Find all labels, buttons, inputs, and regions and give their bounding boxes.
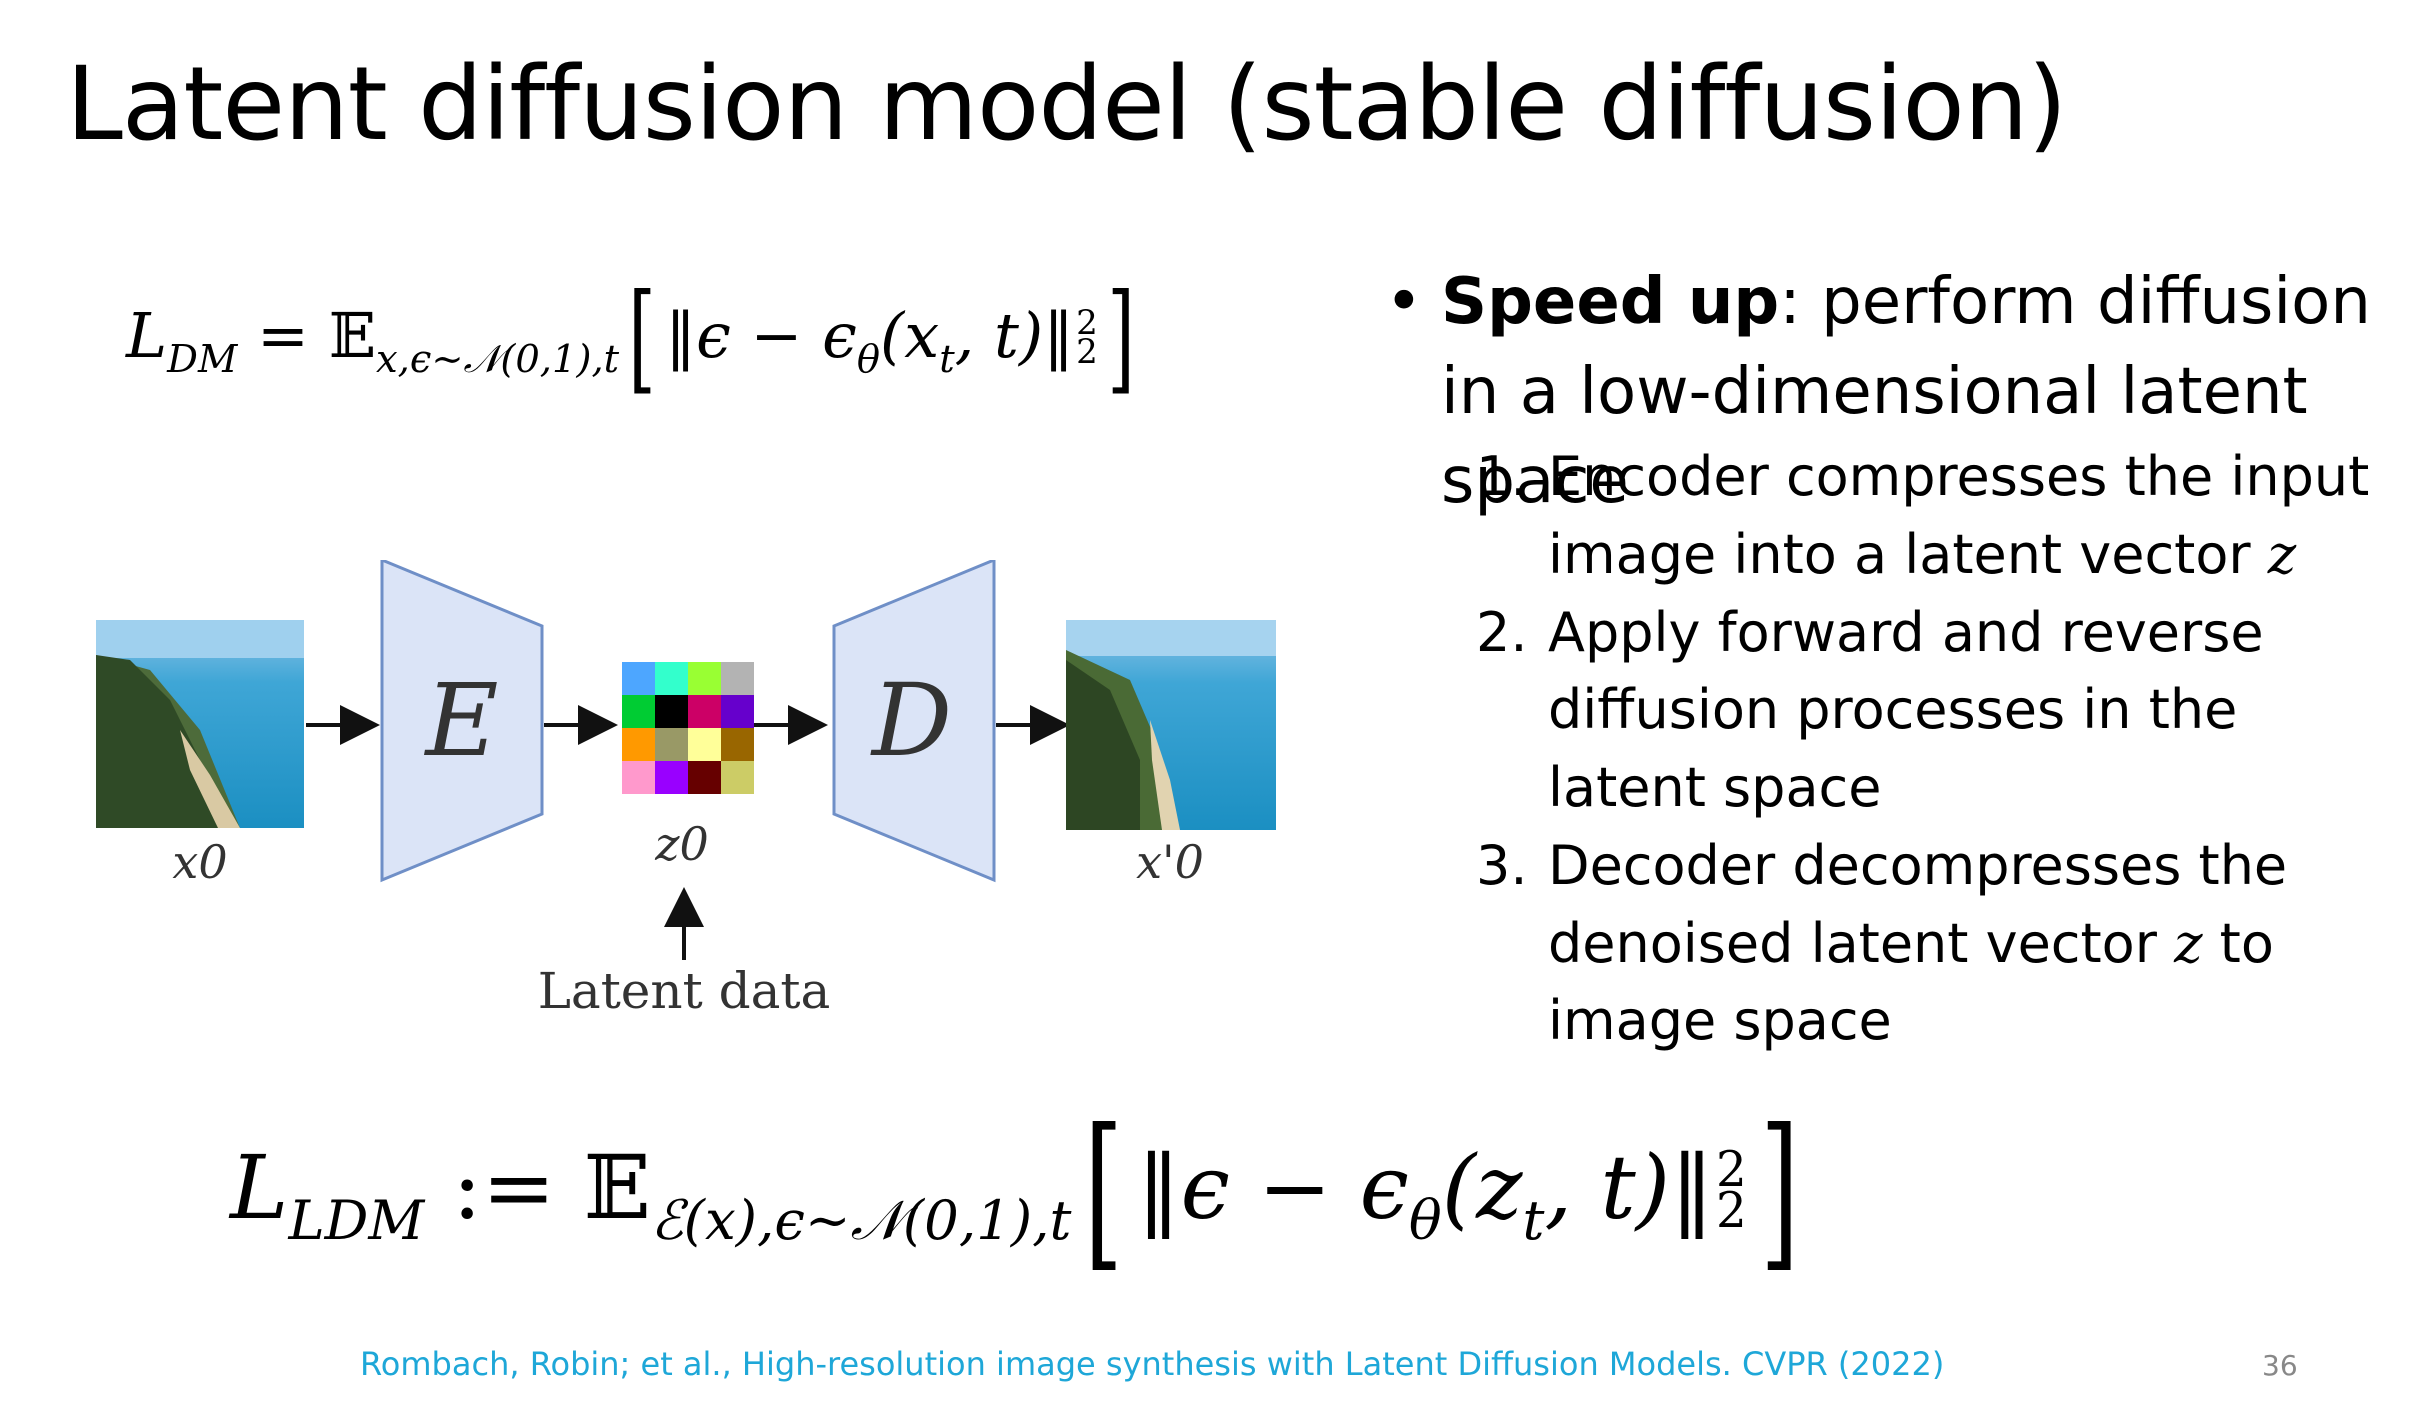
eq1-args: (x <box>880 299 940 372</box>
step-text-part: Encoder compresses the input image into … <box>1548 445 2370 586</box>
eq2-args-sub: t <box>1522 1187 1545 1252</box>
latent-label: z0 <box>654 817 709 871</box>
latent-cell <box>655 761 688 794</box>
latent-cell <box>721 695 754 728</box>
lldm-loss-equation: LLDM := 𝔼ℰ(x),ϵ∼𝒩(0,1),t[‖ϵ − ϵθ(zt, t)‖… <box>230 1095 1812 1275</box>
step-text-part: Apply forward and reverse diffusion proc… <box>1548 600 2264 820</box>
decoder-block <box>832 560 996 883</box>
eq2-equals: := <box>424 1136 584 1239</box>
eq1-close-bracket: ] <box>1107 269 1135 407</box>
step-number: 2. <box>1476 600 1528 664</box>
latent-diffusion-diagram: E D x0 z0 x'0 Latent data <box>96 560 1276 1020</box>
page-number: 36 <box>2262 1349 2298 1382</box>
encoder-block <box>380 560 544 883</box>
step-var: z <box>2267 522 2297 586</box>
step-number: 1. <box>1476 445 1528 508</box>
eq1-body: ‖ϵ − ϵ <box>665 299 857 372</box>
latent-cell <box>688 728 721 761</box>
step-text-part: Decoder decompresses the denoised latent… <box>1548 833 2288 975</box>
slide-title: Latent diffusion model (stable diffusion… <box>66 45 2067 164</box>
eq2-open-bracket: [ <box>1084 1094 1124 1289</box>
ldm-loss-equation: LDM = 𝔼x,ϵ∼𝒩(0,1),t[‖ϵ − ϵθ(xt, t)‖ 2 2] <box>126 270 1144 397</box>
latent-cell <box>622 761 655 794</box>
latent-cell <box>655 662 688 695</box>
step-item: 3. Decoder decompresses the denoised lat… <box>1476 827 2406 1060</box>
latent-cell <box>622 695 655 728</box>
latent-cell <box>688 761 721 794</box>
eq2-expectation-sub: ℰ(x),ϵ∼𝒩(0,1),t <box>650 1187 1072 1252</box>
bullet-bold: Speed up <box>1441 265 1780 339</box>
latent-cell <box>622 662 655 695</box>
input-label-text: x0 <box>172 835 227 889</box>
latent-cell <box>655 728 688 761</box>
encoder-label: E <box>424 662 499 779</box>
steps-list: 1. Encoder compresses the input image in… <box>1476 438 2406 1060</box>
citation-text: Rombach, Robin; et al., High-resolution … <box>360 1345 1945 1383</box>
latent-grid <box>622 662 754 794</box>
step-item: 1. Encoder compresses the input image in… <box>1476 438 2406 594</box>
eq1-theta: θ <box>856 336 881 382</box>
eq2-lhs: L <box>230 1136 289 1239</box>
eq2-expectation: 𝔼 <box>583 1136 651 1239</box>
eq1-expectation-sub: x,ϵ∼𝒩(0,1),t <box>375 336 620 382</box>
latent-cell <box>655 695 688 728</box>
eq2-args: (z <box>1441 1136 1523 1239</box>
eq2-body: ‖ϵ − ϵ <box>1136 1136 1409 1239</box>
decoder-label: D <box>870 662 952 779</box>
output-label: x'0 <box>1136 835 1204 889</box>
eq2-sub: 2 <box>1716 1183 1747 1240</box>
step-number: 3. <box>1476 833 1528 897</box>
step-var: z <box>2174 911 2203 975</box>
eq2-sup: 2 <box>1716 1142 1747 1199</box>
latent-cell <box>622 728 655 761</box>
eq1-args-sub: t <box>939 336 955 382</box>
input-label: x0 <box>172 835 227 889</box>
eq2-theta: θ <box>1408 1187 1442 1252</box>
eq1-lhs-sub: DM <box>167 336 238 382</box>
latent-cell <box>721 728 754 761</box>
step-item: 2. Apply forward and reverse diffusion p… <box>1476 594 2406 827</box>
latent-label-text: z0 <box>654 817 709 871</box>
input-image <box>96 620 304 828</box>
eq2-close-bracket: ] <box>1759 1094 1800 1289</box>
main-bullet: • Speed up: perform diffusion in a low-d… <box>1385 258 2395 527</box>
bullet-item: • Speed up: perform diffusion in a low-d… <box>1385 258 2395 527</box>
eq1-args-end: , t)‖ <box>954 299 1075 372</box>
eq1-sup: 2 <box>1076 303 1098 344</box>
latent-cell <box>721 662 754 695</box>
step-text: Encoder compresses the input image into … <box>1548 438 2406 594</box>
latent-cell <box>688 662 721 695</box>
eq2-args-end: , t)‖ <box>1544 1136 1715 1239</box>
eq1-expectation: 𝔼 <box>328 299 376 372</box>
latent-data-caption: Latent data <box>538 962 831 1020</box>
eq1-open-bracket: [ <box>628 269 656 407</box>
bullet-dot-icon: • <box>1385 265 1423 339</box>
step-text: Decoder decompresses the denoised latent… <box>1548 827 2406 1060</box>
step-text: Apply forward and reverse diffusion proc… <box>1548 594 2406 827</box>
eq2-lhs-sub: LDM <box>288 1187 425 1252</box>
output-image <box>1066 620 1276 830</box>
eq1-sub: 2 <box>1076 332 1098 373</box>
eq1-equals: = <box>237 299 329 372</box>
output-label-text: x'0 <box>1136 835 1204 889</box>
latent-cell <box>688 695 721 728</box>
bullet-text: Speed up: perform diffusion in a low-dim… <box>1441 258 2395 527</box>
bullet-rest: : perform diffusion in a low-dimensional… <box>1441 265 2371 519</box>
eq1-lhs: L <box>126 299 168 372</box>
step-text-tail: to image space <box>1548 911 2274 1053</box>
latent-cell <box>721 761 754 794</box>
